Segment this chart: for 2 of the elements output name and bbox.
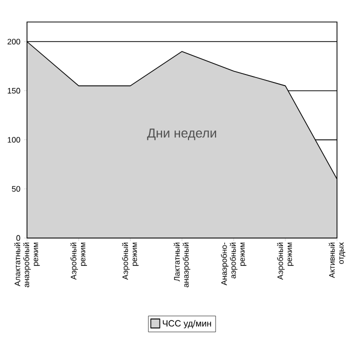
text: ЧСС уд/мин — [162, 320, 212, 328]
x-axis-title: Дни недели — [147, 128, 216, 140]
